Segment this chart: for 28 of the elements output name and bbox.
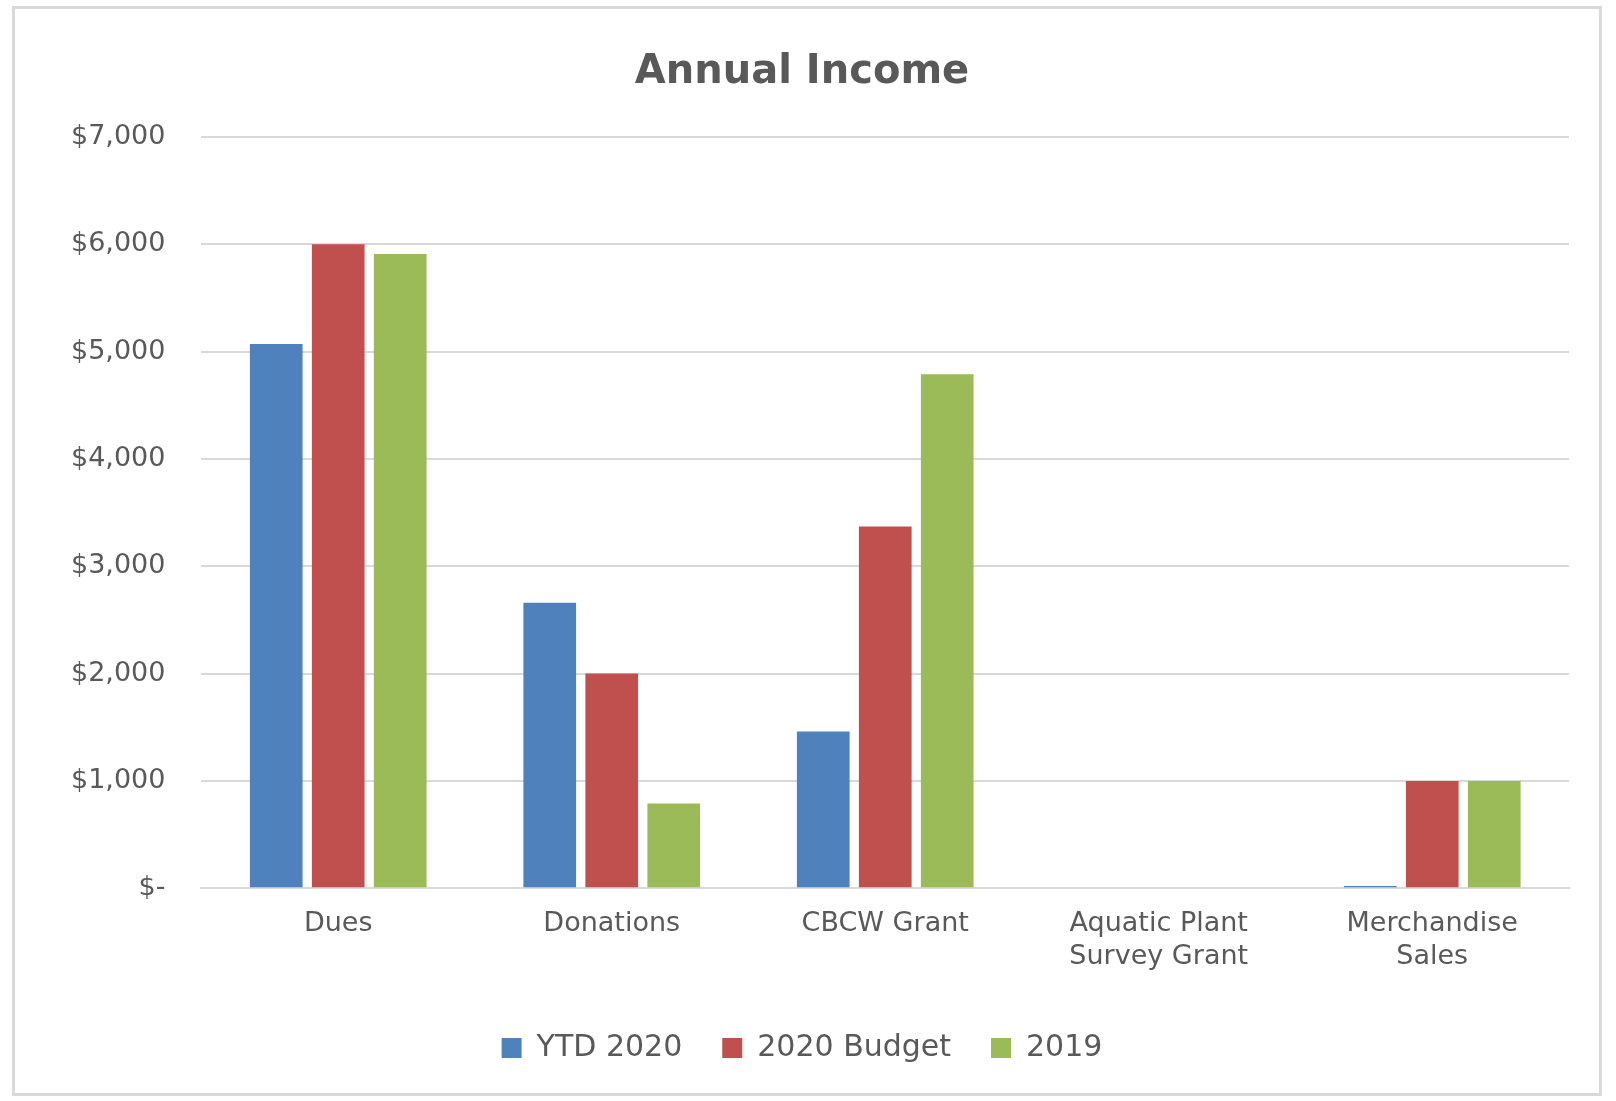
bar [796, 731, 850, 888]
x-tick-label: Merchandise Sales [1346, 906, 1518, 970]
bar [585, 673, 639, 888]
legend-label: YTD 2020 [535, 1027, 683, 1063]
y-tick-label: $6,000 [70, 226, 166, 258]
y-tick-label: $7,000 [70, 119, 166, 151]
bar [1405, 780, 1459, 888]
bar [249, 344, 303, 888]
x-tick-label: Donations [543, 906, 681, 938]
y-tick-label: $5,000 [70, 333, 166, 365]
y-tick-label: $- [138, 870, 166, 902]
bar [311, 244, 365, 888]
y-tick-label: $2,000 [70, 655, 166, 687]
bar [647, 803, 701, 888]
legend-label: 2020 Budget [757, 1027, 952, 1063]
y-tick-label: $4,000 [70, 440, 166, 472]
x-tick-label: Dues [303, 906, 373, 938]
chart-title: Annual Income [634, 46, 970, 93]
y-tick-label: $3,000 [70, 548, 166, 580]
x-tick-label: CBCW Grant [801, 906, 969, 938]
bar [920, 374, 974, 888]
bar [373, 253, 427, 888]
bar [523, 602, 577, 888]
legend-label: 2019 [1026, 1027, 1103, 1063]
y-tick-label: $1,000 [70, 762, 166, 794]
bar [1467, 780, 1521, 888]
x-tick-label: Aquatic Plant Survey Grant [1069, 906, 1249, 970]
bar [858, 526, 912, 888]
